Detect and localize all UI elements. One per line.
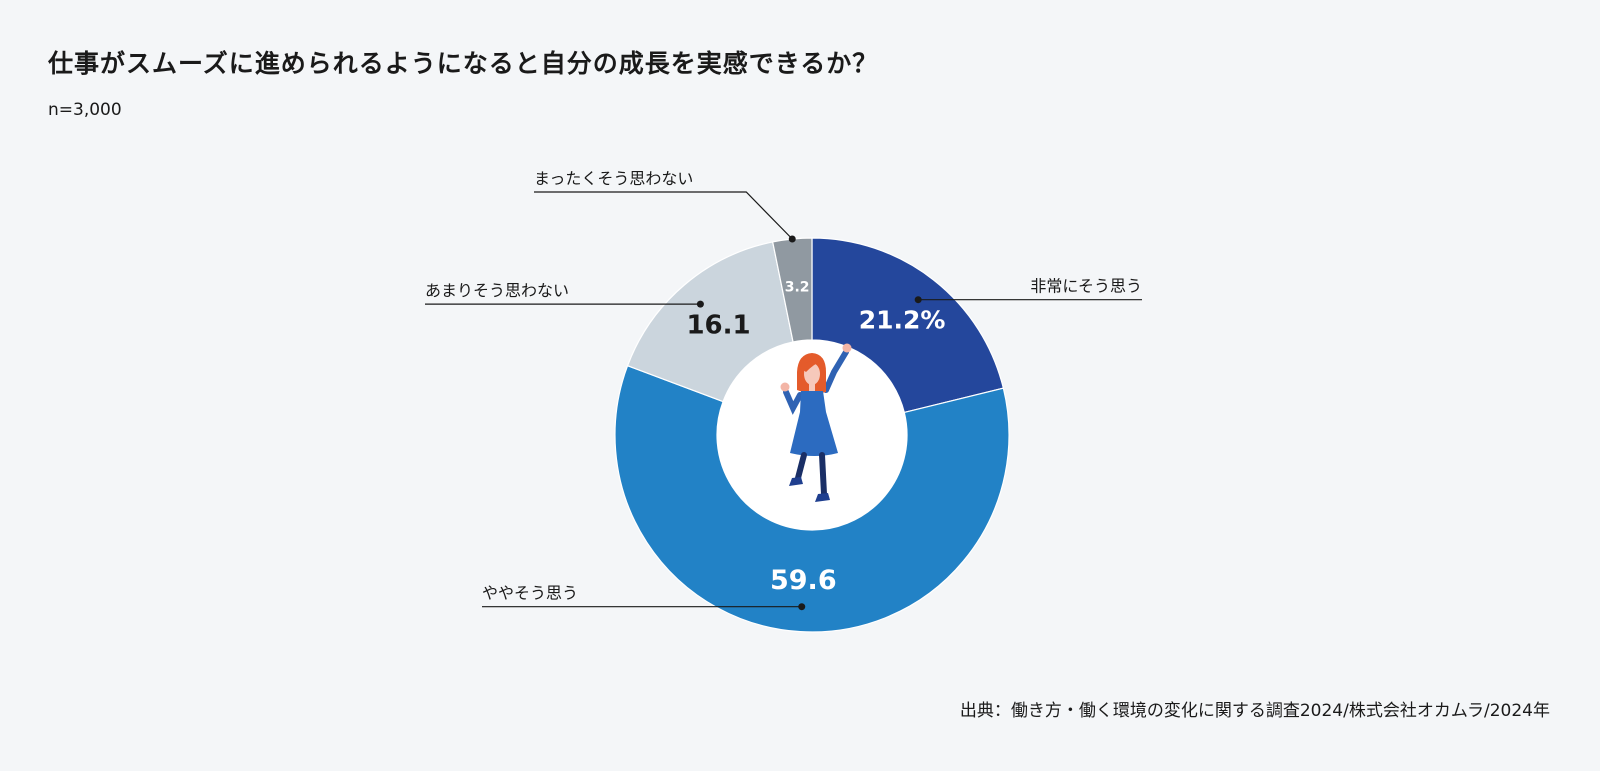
leader-lines	[425, 191, 1142, 611]
category-label-not-at-all: まったくそう思わない	[534, 169, 693, 188]
leader-dot-very-much	[914, 296, 922, 304]
category-label-not-really: あまりそう思わない	[425, 281, 569, 300]
value-label-not-at-all: 3.2	[785, 280, 810, 296]
leader-dot-not-at-all	[788, 235, 796, 243]
value-labels: 21.2% 59.6 16.1 3.2	[686, 280, 945, 596]
leader-dot-not-really	[696, 300, 704, 308]
chart-title: 仕事がスムーズに進められるようになると自分の成長を実感できるか？	[48, 49, 879, 78]
category-label-very-much: 非常にそう思う	[1030, 277, 1142, 296]
woman-cheering-illustration	[780, 343, 852, 502]
value-label-somewhat: 59.6	[770, 565, 837, 596]
value-label-very-much: 21.2%	[859, 306, 946, 335]
value-label-not-really: 16.1	[686, 310, 750, 340]
slice-not-really	[626, 241, 794, 403]
sample-size: n=3,000	[48, 100, 122, 120]
source-citation: 出典：働き方・働く環境の変化に関する調査2024/株式会社オカムラ/2024年	[959, 701, 1550, 721]
leader-dot-somewhat	[798, 603, 806, 611]
donut-slices	[614, 237, 1010, 633]
leader-line-not-at-all	[534, 191, 793, 240]
category-label-somewhat: ややそう思う	[482, 584, 578, 603]
